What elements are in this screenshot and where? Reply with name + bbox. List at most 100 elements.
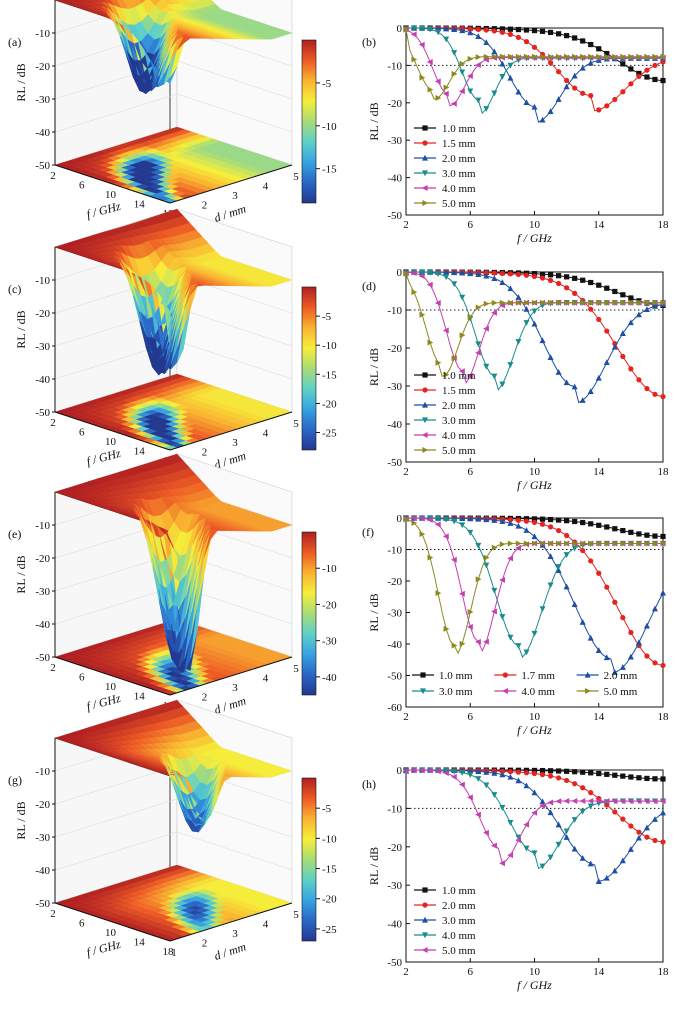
data-point — [555, 273, 562, 279]
data-point — [612, 288, 618, 295]
data-point — [644, 540, 651, 547]
data-point — [547, 524, 554, 530]
data-point — [507, 769, 514, 775]
data-point — [620, 53, 627, 60]
data-point — [475, 33, 482, 39]
data-point — [515, 88, 522, 95]
data-point — [515, 777, 522, 784]
y-tick-label: -40 — [387, 639, 402, 651]
data-point — [435, 515, 442, 522]
data-point — [539, 606, 546, 613]
data-point — [491, 517, 498, 523]
y-tick-label: -20 — [387, 576, 402, 588]
data-point — [620, 816, 626, 822]
data-point — [604, 103, 610, 109]
data-point — [467, 88, 474, 95]
data-point — [531, 767, 538, 774]
data-point — [660, 77, 666, 84]
data-point — [571, 72, 578, 79]
x-tick-label: 18 — [658, 966, 670, 978]
data-point — [643, 824, 650, 831]
legend-label: 1.5 mm — [442, 385, 476, 397]
data-point — [596, 46, 602, 52]
z-axis-label: RL / dB — [14, 63, 28, 101]
data-point — [531, 299, 538, 306]
data-point — [555, 517, 562, 523]
colorbar-tick-label: -10 — [322, 340, 337, 352]
d-axis-label: d / mm — [212, 939, 248, 963]
data-point — [411, 56, 418, 63]
f-axis-label: f / GHz — [85, 199, 122, 222]
data-point — [467, 772, 474, 779]
data-point — [660, 540, 667, 547]
data-point — [507, 820, 514, 826]
data-point — [499, 768, 505, 774]
data-point — [426, 281, 433, 288]
data-point — [483, 554, 490, 561]
data-point — [555, 527, 562, 534]
line-chart-b: 2 6 10 14 18 0 -10 -20 -30 -40 -50 f / GHz RL / dB 1.… — [367, 23, 669, 245]
data-point — [628, 366, 634, 372]
z-tick-label: -10 — [35, 520, 50, 532]
data-point — [555, 69, 562, 75]
colorbar-tick-label: -30 — [322, 636, 337, 648]
data-point — [507, 271, 514, 277]
data-point — [580, 38, 586, 44]
data-point — [588, 53, 594, 60]
legend: 1.0 mm 1.7 mm 2.0 mm 3.0 mm 4.0 mm 5.0 mm — [412, 670, 638, 698]
f-tick-label: 6 — [79, 672, 85, 684]
data-point — [620, 353, 626, 360]
data-point — [427, 554, 434, 561]
data-point — [475, 776, 482, 782]
d-tick-label: 2 — [202, 938, 208, 950]
y-tick-label: -20 — [387, 98, 402, 110]
data-point — [450, 556, 457, 563]
data-point — [572, 85, 578, 91]
data-point — [451, 281, 458, 288]
data-point — [411, 289, 418, 296]
data-point — [572, 35, 578, 41]
data-point — [547, 299, 554, 306]
data-point — [572, 290, 578, 296]
legend-marker — [502, 672, 508, 678]
data-point — [627, 653, 634, 660]
data-point — [491, 373, 498, 380]
data-point — [619, 664, 626, 670]
data-point — [619, 857, 626, 864]
data-point — [603, 359, 610, 366]
y-tick-label: -20 — [387, 842, 402, 854]
d-tick-label: 4 — [263, 673, 269, 685]
data-point — [547, 53, 554, 60]
y-tick-label: -50 — [387, 210, 402, 222]
y-axis-label: RL / dB — [367, 348, 381, 386]
d-tick-label: 3 — [232, 437, 238, 449]
data-point — [443, 768, 450, 774]
data-point — [402, 768, 409, 775]
data-point — [459, 27, 466, 34]
data-point — [644, 834, 650, 840]
data-point — [643, 622, 650, 629]
data-point — [515, 522, 522, 529]
x-tick-label: 2 — [403, 966, 409, 978]
data-point — [547, 516, 554, 523]
data-point — [531, 809, 538, 816]
data-point — [491, 587, 498, 594]
data-point — [403, 270, 410, 277]
series-1-5-mm — [403, 269, 666, 400]
data-point — [628, 299, 635, 306]
data-point — [435, 29, 442, 36]
data-point — [555, 564, 562, 570]
data-point — [515, 34, 522, 41]
data-point — [434, 300, 441, 307]
y-tick-label: -10 — [387, 305, 402, 317]
f-axis — [54, 411, 171, 451]
data-point — [531, 850, 538, 857]
data-point — [635, 834, 642, 841]
data-point — [547, 582, 554, 589]
data-point — [587, 634, 594, 641]
data-point — [651, 798, 658, 805]
surface-cell — [278, 768, 293, 774]
data-point — [459, 332, 466, 339]
data-point — [483, 53, 490, 60]
legend-marker — [422, 401, 428, 408]
